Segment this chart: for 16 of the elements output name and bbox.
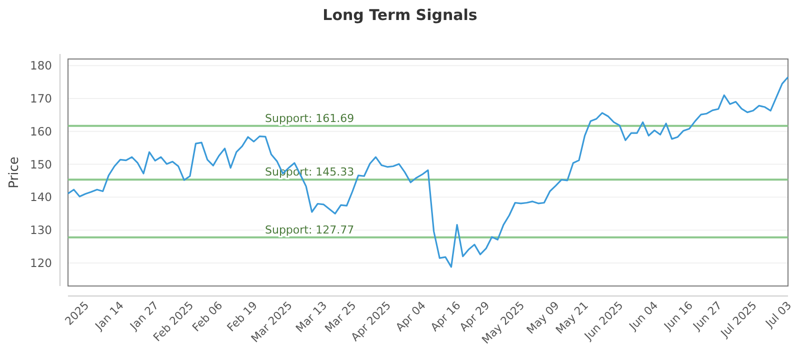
y-tick-label: 160 (30, 124, 52, 138)
y-tick-label: 150 (30, 157, 52, 172)
y-tick-label: 180 (30, 58, 52, 73)
x-tick-label: Apr 04 (393, 298, 428, 334)
x-tick-label: Jun 04 (626, 298, 661, 334)
y-tick-label: 140 (30, 190, 52, 204)
line-series (67, 76, 789, 268)
y-axis-title: Price (7, 156, 22, 188)
y-tick-label: 170 (30, 92, 52, 106)
x-tick-label: Jan 14 (92, 298, 126, 334)
x-tick-label: Jul 03 (762, 298, 794, 331)
chart-title: Long Term Signals (322, 6, 478, 24)
ref-line-label: Support: 161.69 (265, 112, 354, 125)
y-tick-label: 130 (30, 223, 52, 238)
y-tick-label: 120 (30, 256, 52, 270)
ref-line-label: Support: 127.77 (265, 223, 354, 236)
